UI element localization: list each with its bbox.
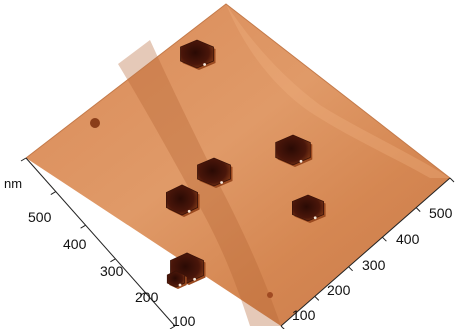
pit: [275, 134, 311, 166]
surface-edge: [25, 3, 451, 179]
right-axis-tick-label: 400: [396, 231, 420, 247]
pit: [291, 194, 325, 222]
right-axis-line: [280, 177, 451, 327]
left-axis-tick: [139, 291, 146, 296]
left-axis-tick-label: 200: [135, 289, 159, 305]
pits-layer: [165, 39, 326, 289]
pit-highlight: [313, 216, 317, 220]
afm-surface: [26, 4, 450, 326]
left-axis-tick: [20, 157, 27, 162]
left-axis-line: [25, 157, 176, 327]
right-axis-tick: [280, 325, 285, 329]
left-axis-unit-label: nm: [4, 176, 22, 191]
left-axis-tick-label: 500: [28, 209, 52, 225]
right-axis-tick: [348, 266, 353, 272]
surface-shading-band: [118, 40, 281, 326]
right-axis-tick-label: 100: [292, 307, 316, 323]
right-axis-tick-label: 300: [362, 257, 386, 273]
surface-grain-edge: [267, 292, 273, 298]
pit-highlight: [193, 277, 197, 281]
left-axis-tick: [50, 191, 57, 196]
pit-highlight: [203, 63, 207, 66]
pit: [197, 157, 231, 187]
right-axis-tick-label: 500: [429, 205, 453, 221]
right-axis-tick-label: 200: [327, 282, 351, 298]
pit: [166, 270, 186, 288]
pit: [180, 39, 214, 69]
right-axis-tick: [415, 207, 421, 212]
left-axis-tick-label: 100: [172, 313, 196, 329]
left-axis-tick: [80, 224, 86, 229]
surface-grain: [90, 118, 100, 128]
pit-highlight: [299, 159, 303, 163]
left-axis-tick-label: 300: [100, 263, 124, 279]
right-axis-tick: [314, 296, 320, 301]
pit-highlight: [220, 181, 224, 184]
pit: [165, 184, 199, 216]
pit-highlight: [178, 283, 182, 287]
pit-highlight: [187, 209, 191, 213]
right-axis-ticks: [280, 177, 455, 329]
left-axis-tick: [110, 258, 116, 263]
left-axis-ticks: [20, 157, 176, 329]
right-axis-tick: [449, 177, 455, 183]
right-axis-tick: [382, 236, 387, 242]
left-axis-tick-label: 400: [63, 236, 87, 252]
